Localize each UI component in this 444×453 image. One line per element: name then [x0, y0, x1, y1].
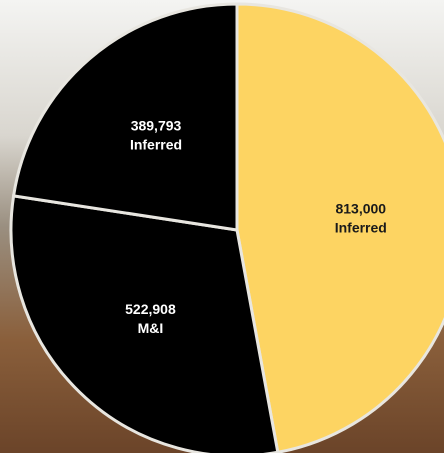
- pie: 813,000 Inferred 522,908 M&I 389,793 Inferred: [9, 2, 444, 453]
- slice-value-label: 813,000: [335, 200, 386, 216]
- pie-slice: [235, 2, 444, 453]
- pie-slice: [9, 194, 280, 453]
- slice-category-label: Inferred: [130, 136, 182, 152]
- slice-value-label: 522,908: [125, 301, 176, 317]
- slice-category-label: M&I: [138, 320, 164, 336]
- pie-slice: [11, 2, 239, 232]
- slice-category-label: Inferred: [335, 219, 387, 235]
- slice-value-label: 389,793: [131, 117, 182, 133]
